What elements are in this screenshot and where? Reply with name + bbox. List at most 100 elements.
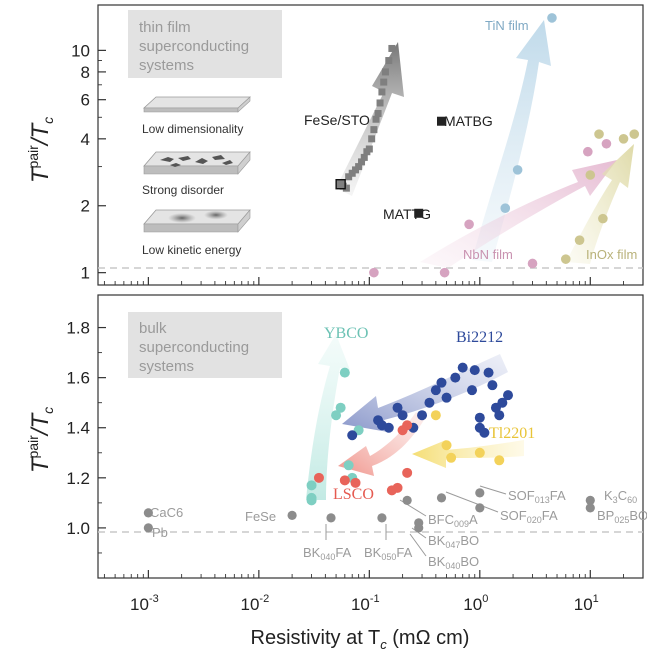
point-bi2212 xyxy=(392,402,403,413)
point-label-bk040bo: BK040BO xyxy=(428,554,479,571)
nbn-trend-arrow xyxy=(420,160,617,268)
bottom-info-box-line-1: bulk xyxy=(139,320,167,337)
tin-trend-arrow xyxy=(472,20,551,262)
series-label-bi2212: Bi2212 xyxy=(456,329,503,346)
point-elemental-and-other-bulk xyxy=(143,508,153,518)
low-kinetic-energy-illustration xyxy=(143,209,251,233)
top-info-box-line-2: superconducting xyxy=(139,38,249,55)
point-elemental-and-other-bulk xyxy=(475,488,485,498)
point-tl2201 xyxy=(474,447,485,458)
bi2212-trend-arrow xyxy=(342,354,508,432)
point-fese-sto xyxy=(372,115,380,123)
point-tin-film xyxy=(547,13,557,23)
top-y-axis-title: Tpair/Tc xyxy=(25,117,56,183)
point-elemental-and-other-bulk xyxy=(402,495,412,505)
point-elemental-and-other-bulk xyxy=(143,523,153,533)
point-lsco xyxy=(402,420,413,431)
point-inox-film xyxy=(618,134,629,144)
point-inox-film xyxy=(560,254,571,264)
top-info-box-line-3: systems xyxy=(139,57,194,74)
point-lsco xyxy=(392,482,403,493)
series-label-matbg: MATBG xyxy=(444,113,493,129)
point-fese-sto xyxy=(342,184,350,192)
top-info-box-line-1: thin film xyxy=(139,19,191,36)
top-y-tick-label: 10 xyxy=(71,41,90,60)
bottom-y-tick-label: 1.2 xyxy=(66,469,90,488)
point-inox-film xyxy=(629,129,640,139)
x-tick-label: 100 xyxy=(463,593,488,614)
series-label-lsco: LSCO xyxy=(333,486,374,503)
point-elemental-and-other-bulk xyxy=(287,510,297,520)
point-ybco xyxy=(306,495,317,506)
low-dimensionality-illustration xyxy=(142,96,252,113)
ybco-trend-arrow xyxy=(306,334,350,500)
bottom-y-tick-label: 1.4 xyxy=(66,419,90,438)
point-fese-sto xyxy=(385,57,393,65)
point-nbn-film xyxy=(601,138,612,149)
illustration-label-low-dimensionality: Low dimensionality xyxy=(142,122,243,136)
point-label-bfc009a: BFC009A xyxy=(428,512,478,529)
point-fese-sto xyxy=(381,68,389,76)
point-nbn-film xyxy=(464,219,474,230)
point-fese-sto xyxy=(380,78,388,86)
illustration-label-strong-disorder: Strong disorder xyxy=(142,183,224,197)
point-ybco xyxy=(335,402,346,413)
series-label-nbn-film: NbN film xyxy=(463,247,513,262)
point-elemental-and-other-bulk xyxy=(377,513,387,523)
point-bi2212 xyxy=(479,427,490,438)
point-bi2212 xyxy=(450,372,461,383)
series-label-ybco: YBCO xyxy=(324,325,368,342)
illustration-label-low-kinetic-energy: Low kinetic energy xyxy=(142,243,241,257)
point-mattg xyxy=(414,208,424,218)
x-tick-label: 10-1 xyxy=(351,593,380,614)
point-elemental-and-other-bulk xyxy=(585,495,595,505)
point-elemental-and-other-bulk xyxy=(585,503,595,513)
point-elemental-and-other-bulk xyxy=(414,523,424,533)
point-label-k3c60: K3C60 xyxy=(604,488,637,505)
bottom-y-tick-label: 1.8 xyxy=(66,319,90,338)
point-label-sof013fa: SOF013FA xyxy=(508,488,566,505)
point-fese-sto xyxy=(360,153,368,161)
point-bi2212 xyxy=(474,412,485,423)
point-fese-sto xyxy=(370,126,378,134)
point-inox-film xyxy=(585,170,596,180)
point-fese-sto xyxy=(376,99,384,107)
point-fese-sto xyxy=(358,158,366,166)
lsco-trend-arrow xyxy=(338,412,424,476)
x-axis-title: Resistivity at Tc (mΩ cm) xyxy=(251,627,470,652)
data-marks xyxy=(143,13,640,533)
series-label-mattg: MATTG xyxy=(383,206,431,222)
point-bi2212 xyxy=(497,397,508,408)
point-label-bk050fa: BK050FA xyxy=(364,545,413,562)
point-lsco xyxy=(339,475,350,486)
point-tl2201 xyxy=(494,455,505,466)
point-label-bk047bo: BK047BO xyxy=(428,533,479,550)
top-info-box xyxy=(128,10,282,78)
point-fese-sto xyxy=(345,173,353,181)
point-bi2212 xyxy=(487,380,498,391)
series-label-tin-film: TiN film xyxy=(485,18,529,33)
series-label-tl2201: Tl2201 xyxy=(489,425,535,442)
point-bi2212 xyxy=(457,362,468,373)
point-nbn-film xyxy=(527,258,538,269)
point-bi2212 xyxy=(424,397,435,408)
top-y-tick-label: 8 xyxy=(81,63,90,82)
top-y-tick-label: 6 xyxy=(81,91,90,110)
point-bi2212 xyxy=(494,410,505,421)
point-inox-film xyxy=(598,213,608,224)
point-elemental-and-other-bulk xyxy=(326,513,336,523)
point-label-pb: Pb xyxy=(152,525,168,540)
point-fese-sto xyxy=(355,163,363,171)
top-panel-frame xyxy=(97,4,644,286)
point-inox-film xyxy=(574,235,585,245)
point-bi2212 xyxy=(441,392,452,403)
point-lsco xyxy=(402,467,413,478)
point-tl2201 xyxy=(441,440,452,451)
point-elemental-and-other-bulk xyxy=(436,493,447,503)
bottom-panel-frame xyxy=(97,294,644,579)
point-nbn-film xyxy=(583,146,593,157)
point-bi2212 xyxy=(469,365,480,376)
point-bi2212 xyxy=(347,430,358,441)
